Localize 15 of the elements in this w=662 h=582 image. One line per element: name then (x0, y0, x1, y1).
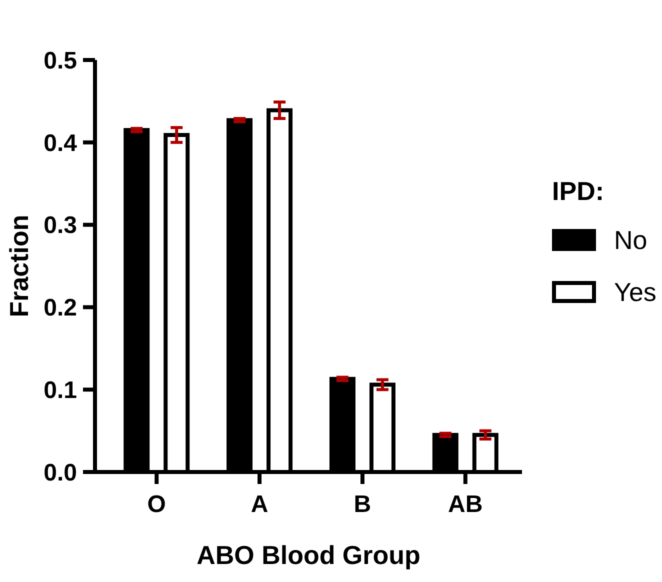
y-tick-label: 0.2 (44, 294, 77, 322)
y-tick-label: 0.5 (44, 47, 77, 74)
y-tick-label: 0.4 (44, 130, 78, 157)
x-axis-title: ABO Blood Group (196, 540, 420, 570)
y-tick-label: 0.3 (44, 212, 77, 240)
x-tick-label: O (147, 491, 166, 518)
x-tick-label: B (354, 491, 372, 518)
legend-label: No (614, 225, 648, 256)
y-tick-label: 0.1 (44, 377, 77, 404)
x-tick-label: A (250, 491, 268, 518)
legend-label: Yes (614, 277, 656, 308)
y-axis-title: Fraction (4, 214, 34, 318)
legend-title: IPD: (552, 176, 604, 206)
y-tick-label: 0.0 (44, 459, 77, 486)
x-tick-label: AB (448, 491, 483, 518)
